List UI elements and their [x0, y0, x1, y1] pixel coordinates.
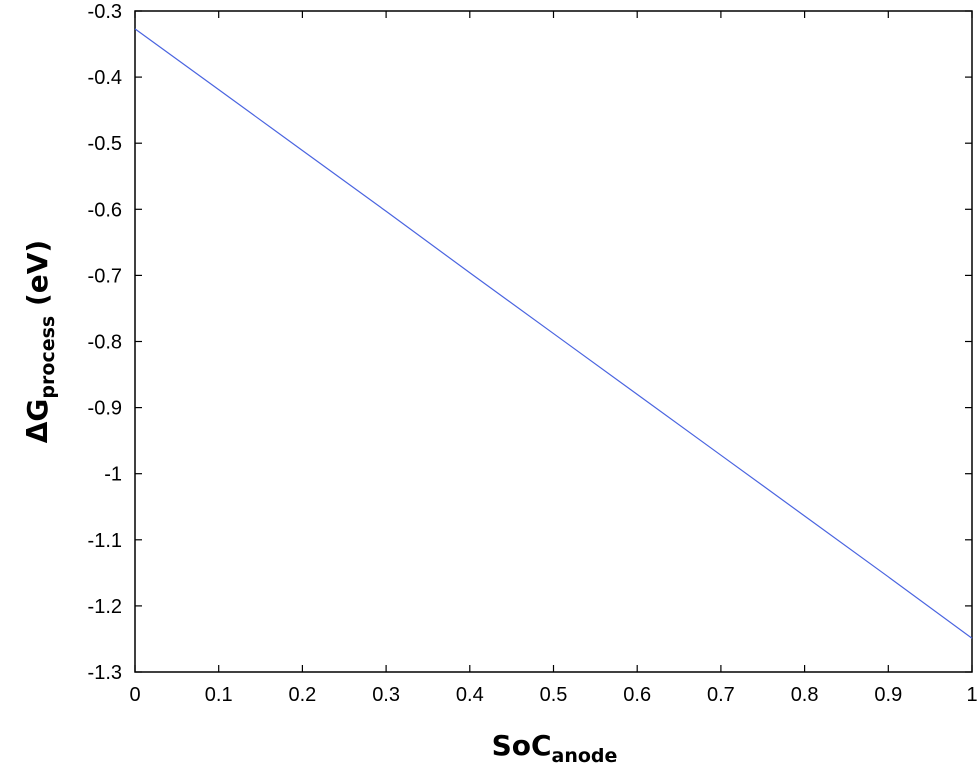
x-tick-label: 0.9: [874, 684, 902, 706]
x-tick-label: 0.7: [707, 684, 735, 706]
x-tick-label: 1: [966, 684, 977, 706]
series-line: [134, 28, 973, 639]
x-tick-label: 0.2: [288, 684, 316, 706]
x-tick-label: 0.6: [623, 684, 651, 706]
y-tick-label: -0.9: [88, 398, 122, 420]
x-tick-label: 0: [129, 684, 140, 706]
y-tick-label: -0.5: [88, 133, 122, 155]
y-tick-label: -1.2: [88, 596, 122, 618]
y-tick-label: -0.3: [88, 1, 122, 23]
plot-frame: [134, 10, 973, 673]
y-tick-label: -0.7: [88, 265, 122, 287]
x-tick-label: 0.3: [372, 684, 400, 706]
ticks: [134, 10, 973, 673]
y-tick-label: -0.6: [88, 199, 122, 221]
x-tick-label: 0.8: [791, 684, 819, 706]
y-tick-label: -1: [104, 464, 122, 486]
tick-labels: 0 0.1 0.2 0.3 0.4 0.5 0.6 0.7 0.8 0.9 1 -0.3 -0.4 -0.…: [88, 1, 978, 706]
y-tick-label: -0.8: [88, 332, 122, 354]
y-tick-label: -1.1: [88, 530, 122, 552]
y-axis-label: ΔGprocess (eV): [21, 240, 59, 443]
x-tick-label: 0.5: [540, 684, 568, 706]
y-tick-label: -1.3: [88, 662, 122, 684]
x-tick-label: 0.1: [205, 684, 233, 706]
x-axis-label: SoCanode: [492, 729, 618, 765]
y-tick-label: -0.4: [88, 67, 122, 89]
x-tick-label: 0.4: [456, 684, 484, 706]
series-lines: [134, 28, 973, 639]
